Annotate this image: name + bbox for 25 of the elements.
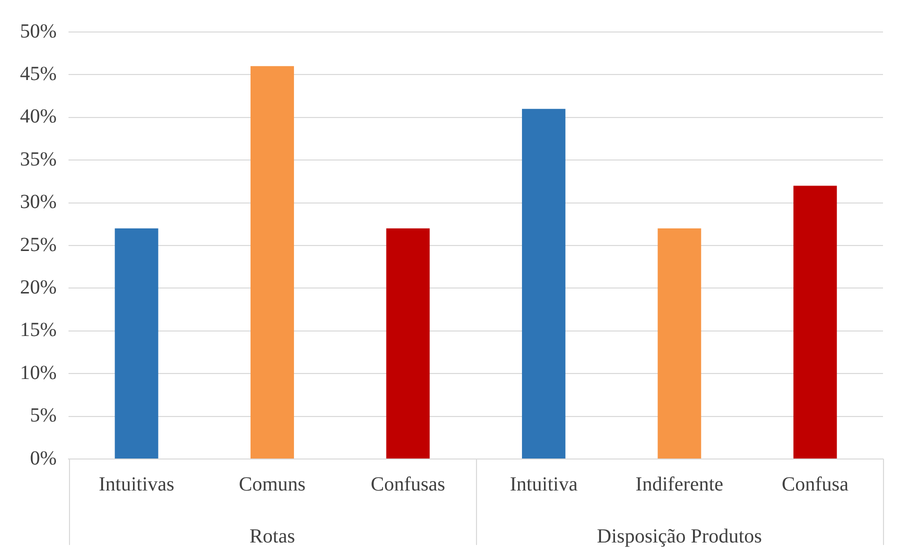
y-tick-label: 10% [20,362,57,384]
bar [658,228,702,458]
bar [386,228,430,458]
x-tick-label: Intuitiva [510,473,578,496]
y-tick-label: 45% [20,62,57,85]
y-tick-label: 15% [20,319,57,342]
y-tick-label: 20% [20,276,57,298]
x-tick-label: Comuns [238,473,306,496]
text: Disposição Produtos [596,525,762,548]
bar [250,66,294,458]
y-tick-label: 30% [20,191,57,214]
y-tick-label: 25% [20,234,57,256]
y-tick-label: 40% [20,106,57,128]
y-tick-label: 35% [20,148,57,170]
x-tick-label: Intuitivas [98,473,175,496]
x-tick-label: Indiferente [636,473,724,496]
x-tick-label: Confusas [370,473,446,496]
bar [793,186,837,458]
y-tick-label: 0% [30,447,57,470]
bar [114,228,158,458]
text: Rotas [249,525,296,548]
y-tick-label: 5% [30,404,57,427]
x-tick-label: Confusa [782,473,849,496]
y-tick-label: 50% [20,20,57,42]
bar [522,108,566,458]
